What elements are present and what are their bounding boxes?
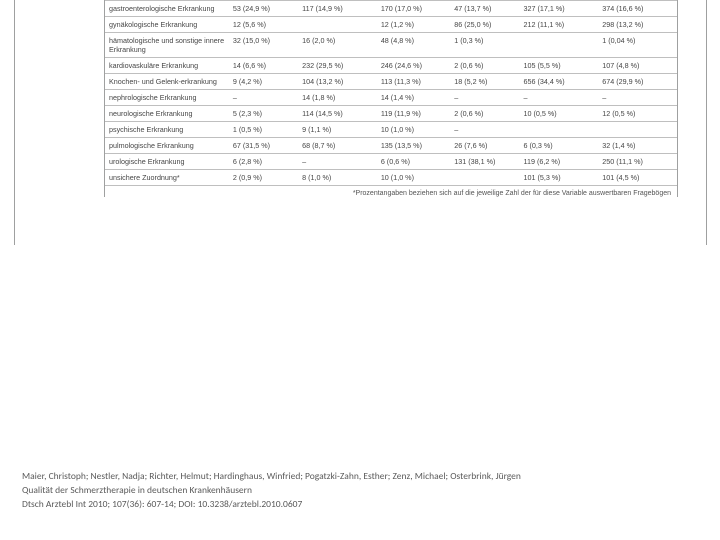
row-label-cell: pulmologische Erkrankung <box>105 138 229 154</box>
table-row: hämatologische und sonstige innere Erkra… <box>105 33 677 58</box>
value-cell: 16 (2,0 %) <box>298 33 377 58</box>
value-cell: 107 (4,8 %) <box>598 58 677 74</box>
value-cell: 6 (0,6 %) <box>377 154 450 170</box>
value-cell: 298 (13,2 %) <box>598 17 677 33</box>
value-cell: 119 (6,2 %) <box>520 154 599 170</box>
value-cell: 12 (0,5 %) <box>598 106 677 122</box>
value-cell: 135 (13,5 %) <box>377 138 450 154</box>
value-cell <box>298 17 377 33</box>
value-cell: 14 (1,4 %) <box>377 90 450 106</box>
value-cell: – <box>450 122 519 138</box>
value-cell: – <box>520 90 599 106</box>
value-cell: 170 (17,0 %) <box>377 1 450 17</box>
table-row: unsichere Zuordnung*2 (0,9 %)8 (1,0 %)10… <box>105 170 677 186</box>
table-row: Knochen- und Gelenk-erkrankung9 (4,2 %)1… <box>105 74 677 90</box>
value-cell: – <box>598 90 677 106</box>
table-row: psychische Erkrankung1 (0,5 %)9 (1,1 %)1… <box>105 122 677 138</box>
value-cell: 114 (14,5 %) <box>298 106 377 122</box>
value-cell: 6 (2,8 %) <box>229 154 298 170</box>
value-cell: 18 (5,2 %) <box>450 74 519 90</box>
row-label-cell: gastroenterologische Erkrankung <box>105 1 229 17</box>
row-label-cell: kardiovaskuläre Erkrankung <box>105 58 229 74</box>
page: gastroenterologische Erkrankung53 (24,9 … <box>0 0 720 540</box>
value-cell: – <box>298 154 377 170</box>
data-table-container: gastroenterologische Erkrankung53 (24,9 … <box>104 0 678 197</box>
value-cell: 113 (11,3 %) <box>377 74 450 90</box>
right-vertical-rule <box>706 0 707 245</box>
value-cell: 119 (11,9 %) <box>377 106 450 122</box>
value-cell: 14 (6,6 %) <box>229 58 298 74</box>
value-cell: 1 (0,3 %) <box>450 33 519 58</box>
data-table: gastroenterologische Erkrankung53 (24,9 … <box>105 0 677 186</box>
row-label-cell: Knochen- und Gelenk-erkrankung <box>105 74 229 90</box>
value-cell: 1 (0,5 %) <box>229 122 298 138</box>
value-cell <box>598 122 677 138</box>
value-cell: 250 (11,1 %) <box>598 154 677 170</box>
value-cell: 101 (5,3 %) <box>520 170 599 186</box>
value-cell: – <box>229 90 298 106</box>
value-cell: 104 (13,2 %) <box>298 74 377 90</box>
row-label-cell: nephrologische Erkrankung <box>105 90 229 106</box>
value-cell: 26 (7,6 %) <box>450 138 519 154</box>
row-label-cell: unsichere Zuordnung* <box>105 170 229 186</box>
value-cell: 131 (38,1 %) <box>450 154 519 170</box>
table-row: pulmologische Erkrankung67 (31,5 %)68 (8… <box>105 138 677 154</box>
citation-block: Maier, Christoph; Nestler, Nadja; Richte… <box>22 470 682 511</box>
row-label-cell: gynäkologische Erkrankung <box>105 17 229 33</box>
value-cell: 2 (0,6 %) <box>450 58 519 74</box>
value-cell: 246 (24,6 %) <box>377 58 450 74</box>
value-cell: 10 (1,0 %) <box>377 170 450 186</box>
value-cell: 1 (0,04 %) <box>598 33 677 58</box>
citation-title: Qualität der Schmerztherapie in deutsche… <box>22 484 682 498</box>
value-cell: 14 (1,8 %) <box>298 90 377 106</box>
value-cell: 212 (11,1 %) <box>520 17 599 33</box>
table-row: kardiovaskuläre Erkrankung14 (6,6 %)232 … <box>105 58 677 74</box>
value-cell: 53 (24,9 %) <box>229 1 298 17</box>
value-cell: 327 (17,1 %) <box>520 1 599 17</box>
row-label-cell: hämatologische und sonstige innere Erkra… <box>105 33 229 58</box>
value-cell: 86 (25,0 %) <box>450 17 519 33</box>
value-cell: 32 (15,0 %) <box>229 33 298 58</box>
row-label-cell: psychische Erkrankung <box>105 122 229 138</box>
row-label-cell: urologische Erkrankung <box>105 154 229 170</box>
value-cell: 48 (4,8 %) <box>377 33 450 58</box>
citation-authors: Maier, Christoph; Nestler, Nadja; Richte… <box>22 470 682 484</box>
table-row: nephrologische Erkrankung–14 (1,8 %)14 (… <box>105 90 677 106</box>
value-cell: 232 (29,5 %) <box>298 58 377 74</box>
value-cell: 12 (5,6 %) <box>229 17 298 33</box>
value-cell: 374 (16,6 %) <box>598 1 677 17</box>
value-cell: 12 (1,2 %) <box>377 17 450 33</box>
value-cell: 117 (14,9 %) <box>298 1 377 17</box>
value-cell: 68 (8,7 %) <box>298 138 377 154</box>
value-cell: 32 (1,4 %) <box>598 138 677 154</box>
value-cell <box>450 170 519 186</box>
table-footnote: *Prozentangaben beziehen sich auf die je… <box>105 186 677 197</box>
table-row: urologische Erkrankung6 (2,8 %)–6 (0,6 %… <box>105 154 677 170</box>
value-cell: – <box>450 90 519 106</box>
row-label-cell: neurologische Erkrankung <box>105 106 229 122</box>
value-cell: 2 (0,6 %) <box>450 106 519 122</box>
value-cell: 5 (2,3 %) <box>229 106 298 122</box>
table-row: gynäkologische Erkrankung12 (5,6 %) 12 (1… <box>105 17 677 33</box>
value-cell: 10 (1,0 %) <box>377 122 450 138</box>
value-cell <box>520 33 599 58</box>
value-cell: 656 (34,4 %) <box>520 74 599 90</box>
table-row: gastroenterologische Erkrankung53 (24,9 … <box>105 1 677 17</box>
table-row: neurologische Erkrankung5 (2,3 %)114 (14… <box>105 106 677 122</box>
value-cell <box>520 122 599 138</box>
left-vertical-rule <box>14 0 15 245</box>
value-cell: 47 (13,7 %) <box>450 1 519 17</box>
value-cell: 105 (5,5 %) <box>520 58 599 74</box>
value-cell: 9 (1,1 %) <box>298 122 377 138</box>
value-cell: 9 (4,2 %) <box>229 74 298 90</box>
value-cell: 8 (1,0 %) <box>298 170 377 186</box>
citation-source: Dtsch Arztebl Int 2010; 107(36): 607-14;… <box>22 498 682 512</box>
value-cell: 6 (0,3 %) <box>520 138 599 154</box>
value-cell: 67 (31,5 %) <box>229 138 298 154</box>
value-cell: 101 (4,5 %) <box>598 170 677 186</box>
value-cell: 674 (29,9 %) <box>598 74 677 90</box>
value-cell: 2 (0,9 %) <box>229 170 298 186</box>
value-cell: 10 (0,5 %) <box>520 106 599 122</box>
